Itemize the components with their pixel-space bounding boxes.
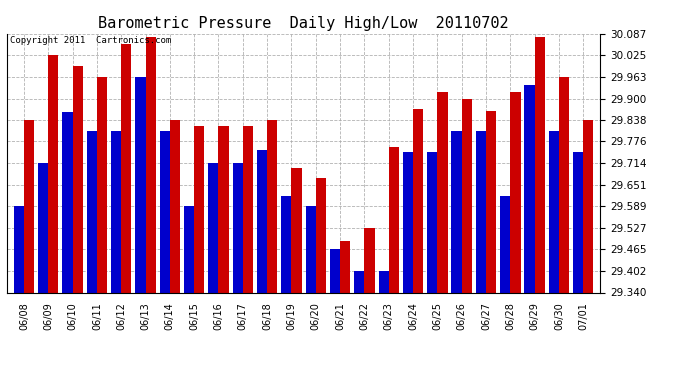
Bar bbox=[427, 152, 437, 292]
Bar bbox=[184, 206, 194, 292]
Text: Copyright 2011  Cartronics.com: Copyright 2011 Cartronics.com bbox=[10, 36, 171, 45]
Bar bbox=[282, 195, 291, 292]
Bar bbox=[535, 37, 545, 292]
Bar bbox=[403, 152, 413, 292]
Bar bbox=[379, 271, 388, 292]
Bar bbox=[146, 37, 156, 292]
Bar bbox=[462, 99, 472, 292]
Bar bbox=[38, 163, 48, 292]
Bar bbox=[340, 240, 351, 292]
Bar bbox=[330, 249, 340, 292]
Bar bbox=[135, 77, 146, 292]
Bar bbox=[549, 131, 559, 292]
Bar bbox=[121, 45, 131, 292]
Bar bbox=[48, 55, 59, 292]
Bar bbox=[291, 168, 302, 292]
Bar bbox=[316, 178, 326, 292]
Bar bbox=[573, 152, 583, 292]
Bar bbox=[559, 77, 569, 292]
Bar bbox=[14, 206, 24, 292]
Bar bbox=[267, 120, 277, 292]
Title: Barometric Pressure  Daily High/Low  20110702: Barometric Pressure Daily High/Low 20110… bbox=[98, 16, 509, 31]
Bar bbox=[388, 147, 399, 292]
Bar bbox=[24, 120, 34, 292]
Bar bbox=[583, 120, 593, 292]
Bar bbox=[97, 77, 107, 292]
Bar bbox=[170, 120, 180, 292]
Bar bbox=[413, 109, 423, 292]
Bar bbox=[486, 111, 496, 292]
Bar bbox=[524, 85, 535, 292]
Bar bbox=[476, 131, 486, 292]
Bar bbox=[111, 131, 121, 292]
Bar bbox=[306, 206, 316, 292]
Bar bbox=[243, 126, 253, 292]
Bar bbox=[354, 271, 364, 292]
Bar bbox=[194, 126, 204, 292]
Bar bbox=[208, 163, 219, 292]
Bar bbox=[72, 66, 83, 292]
Bar bbox=[159, 131, 170, 292]
Bar bbox=[500, 195, 511, 292]
Bar bbox=[437, 92, 448, 292]
Bar bbox=[257, 150, 267, 292]
Bar bbox=[364, 228, 375, 292]
Bar bbox=[511, 92, 520, 292]
Bar bbox=[62, 112, 72, 292]
Bar bbox=[87, 131, 97, 292]
Bar bbox=[219, 126, 228, 292]
Bar bbox=[451, 131, 462, 292]
Bar bbox=[233, 163, 243, 292]
